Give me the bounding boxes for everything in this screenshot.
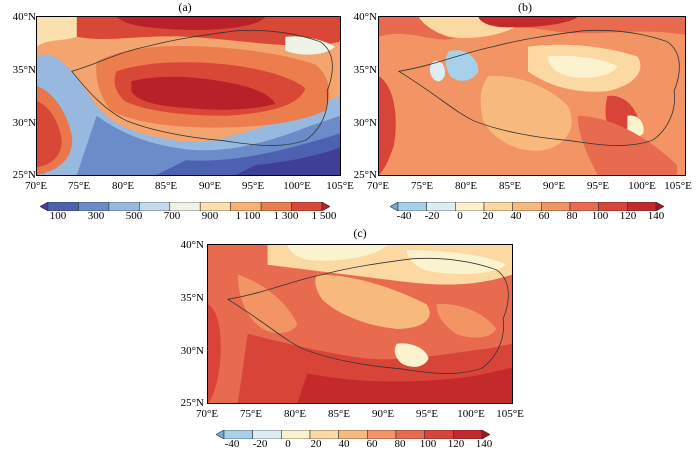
lon-label: 95°E	[415, 408, 439, 420]
colorbar-label: 80	[566, 210, 578, 222]
lon-label: 105°E	[326, 180, 354, 192]
panel-label: (c)	[353, 226, 367, 240]
lon-label: 95°E	[586, 180, 610, 192]
lat-label: 25°N	[180, 397, 204, 409]
colorbar-c	[215, 426, 491, 440]
colorbar-label: 0	[285, 438, 291, 450]
colorbar-label: 120	[447, 438, 465, 450]
lon-label: 95°E	[241, 180, 265, 192]
map-b	[378, 16, 686, 176]
lon-label: 105°E	[496, 408, 524, 420]
colorbar-svg	[389, 201, 665, 212]
lon-label: 80°E	[283, 408, 307, 420]
lon-label: 105°E	[664, 180, 692, 192]
lat-label: 25°N	[353, 169, 377, 181]
colorbar-label: 40	[510, 210, 522, 222]
lon-label: 80°E	[111, 180, 135, 192]
lon-label: 75°E	[410, 180, 434, 192]
colorbar-label: 140	[475, 438, 493, 450]
lon-label: 100°E	[628, 180, 656, 192]
panel-label: (b)	[518, 0, 532, 14]
colorbar-label: 20	[482, 210, 494, 222]
lat-label: 35°N	[180, 292, 204, 304]
colorbar-label: 1 500	[311, 210, 337, 222]
lon-label: 90°E	[198, 180, 222, 192]
lon-label: 75°E	[239, 408, 263, 420]
colorbar-label: 300	[87, 210, 105, 222]
colorbar-label: 20	[310, 438, 322, 450]
colorbar-a	[39, 198, 331, 212]
lat-label: 25°N	[12, 169, 36, 181]
colorbar-b	[389, 198, 665, 212]
lat-label: 40°N	[353, 11, 377, 23]
lon-label: 90°E	[542, 180, 566, 192]
lon-label: 70°E	[366, 180, 390, 192]
colorbar-label: -20	[252, 438, 268, 450]
colorbar-label: -40	[396, 210, 412, 222]
colorbar-label: 0	[457, 210, 463, 222]
colorbar-label: -40	[224, 438, 240, 450]
map-a	[36, 16, 341, 176]
panel-label: (a)	[178, 0, 192, 14]
lat-label: 30°N	[353, 117, 377, 129]
colorbar-label: 100	[419, 438, 437, 450]
colorbar-label: 500	[125, 210, 143, 222]
lon-label: 100°E	[283, 180, 311, 192]
lon-label: 70°E	[195, 408, 219, 420]
colorbar-label: 60	[538, 210, 550, 222]
colorbar-label: 140	[647, 210, 665, 222]
lat-label: 40°N	[180, 239, 204, 251]
colorbar-swatch	[655, 201, 665, 212]
colorbar-label: 60	[366, 438, 378, 450]
colorbar-swatch	[481, 429, 491, 440]
lon-label: 70°E	[24, 180, 48, 192]
colorbar-label: 1 100	[235, 210, 261, 222]
lon-label: 90°E	[371, 408, 395, 420]
lon-label: 85°E	[154, 180, 178, 192]
lat-label: 40°N	[12, 11, 36, 23]
colorbar-label: 100	[49, 210, 67, 222]
colorbar-swatch	[321, 201, 331, 212]
lat-label: 35°N	[353, 64, 377, 76]
colorbar-label: 80	[394, 438, 406, 450]
lon-label: 80°E	[454, 180, 478, 192]
lon-label: 75°E	[67, 180, 91, 192]
lon-label: 100°E	[457, 408, 485, 420]
colorbar-label: 120	[619, 210, 637, 222]
colorbar-label: 40	[338, 438, 350, 450]
colorbar-label: 1 300	[273, 210, 299, 222]
colorbar-label: 700	[163, 210, 181, 222]
lat-label: 30°N	[180, 345, 204, 357]
colorbar-label: 900	[201, 210, 219, 222]
colorbar-label: -20	[424, 210, 440, 222]
lon-label: 85°E	[498, 180, 522, 192]
lon-label: 85°E	[327, 408, 351, 420]
map-c	[207, 244, 513, 404]
colorbar-label: 100	[591, 210, 609, 222]
lat-label: 35°N	[12, 64, 36, 76]
lat-label: 30°N	[12, 117, 36, 129]
